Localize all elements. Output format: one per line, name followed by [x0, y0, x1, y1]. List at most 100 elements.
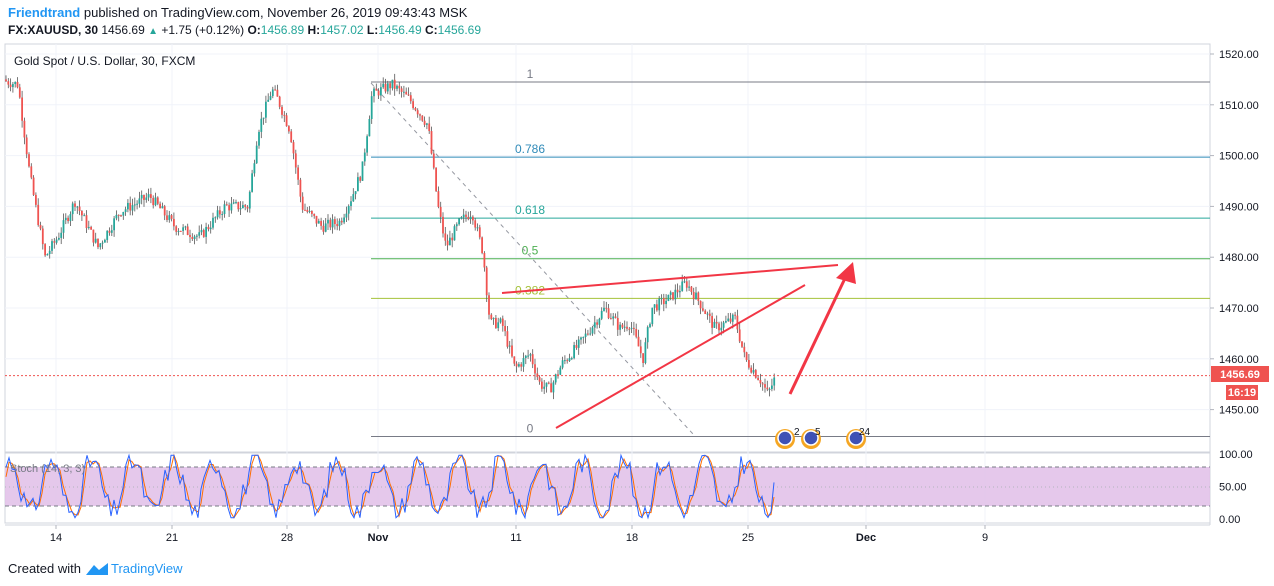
event-marker-us[interactable]: 24 [846, 427, 871, 449]
low-label: L: [366, 23, 379, 37]
candle-body [41, 228, 44, 245]
candle-body [5, 79, 7, 82]
candle-body [722, 322, 725, 328]
candle-body [304, 209, 306, 211]
candle-body [605, 307, 608, 309]
candle-body [472, 216, 474, 221]
candle-body [147, 194, 150, 198]
candle-body [660, 298, 663, 300]
candle-body [306, 209, 309, 212]
candle-body [409, 95, 412, 102]
wedge-lower-line[interactable] [555, 284, 806, 429]
candle-body [221, 214, 224, 216]
event-marker-us[interactable]: 2 [775, 427, 800, 449]
wedge-drawing[interactable] [501, 262, 856, 429]
candle-body [672, 292, 674, 300]
candle-body [131, 205, 134, 211]
up-arrow-icon: ▲ [148, 26, 159, 37]
candle-body [731, 314, 734, 322]
candle-body [189, 234, 191, 237]
event-marker-us[interactable]: 5 [801, 427, 821, 449]
candle-body [117, 214, 120, 216]
countdown-tag [1226, 385, 1258, 400]
candle-body [106, 230, 109, 240]
flag-disc [803, 430, 819, 446]
candle-body [122, 211, 125, 216]
candle-body [669, 292, 672, 295]
candle-body [488, 295, 490, 315]
candle-body [276, 89, 279, 97]
candle-body [621, 324, 624, 328]
candle-body [423, 120, 426, 125]
candle-body [253, 163, 256, 174]
candle-body [485, 267, 488, 296]
candle-body [743, 346, 746, 353]
candle-body [706, 313, 709, 315]
high-label: H: [307, 23, 321, 37]
candle-body [373, 88, 375, 97]
candle-body [359, 177, 362, 181]
candlestick-series [5, 73, 776, 400]
candle-body [644, 342, 647, 363]
candle-body [239, 208, 242, 210]
candle-body [573, 345, 575, 359]
candle-body [761, 383, 764, 385]
candle-body [628, 328, 631, 330]
candle-body [591, 327, 594, 334]
author-name[interactable]: Friendtrand [8, 5, 81, 20]
candle-body [368, 119, 371, 137]
countdown-tag-text: 16:19 [1228, 387, 1256, 399]
candle-body [219, 210, 221, 215]
candle-body [738, 329, 741, 342]
candle-body [541, 381, 543, 389]
time-tick-label: 14 [50, 532, 62, 544]
candle-body [67, 217, 69, 222]
tradingview-link[interactable]: TradingView [110, 561, 183, 576]
candle-body [462, 214, 465, 218]
candle-body [25, 137, 28, 155]
last-price-tag [1211, 366, 1269, 382]
candle-body [676, 289, 679, 293]
candle-body [136, 203, 138, 205]
candle-body [630, 327, 633, 329]
price-axis[interactable]: 1520.00 1510.00 1500.00 1490.00 1480.00 1470.… [1210, 49, 1259, 417]
candle-body [766, 387, 769, 390]
candle-body [414, 108, 417, 111]
candle-body [104, 239, 106, 243]
candle-body [193, 236, 196, 240]
candle-body [547, 382, 550, 384]
oscillator-label: Stoch (14, 3, 3) [10, 463, 85, 475]
time-axis[interactable]: 14 21 28 Nov 11 18 25 Dec 9 [50, 525, 988, 544]
economic-events[interactable]: 2 5 24 [775, 427, 871, 449]
wedge-upper-line[interactable] [501, 264, 839, 294]
candle-body [396, 85, 398, 89]
candle-body [216, 210, 219, 218]
candle-body [347, 206, 350, 214]
candle-body [748, 359, 750, 368]
candle-body [363, 152, 366, 162]
candle-body [649, 324, 651, 328]
candle-body [575, 345, 578, 348]
forecast-arrowhead [836, 262, 856, 284]
candle-body [504, 325, 506, 332]
candle-body [258, 131, 260, 146]
candle-body [600, 310, 603, 319]
candle-body [214, 217, 217, 219]
candle-body [642, 353, 644, 363]
candle-body [110, 230, 113, 233]
candle-body [179, 230, 182, 232]
candle-body [725, 320, 727, 323]
candle-body [329, 219, 332, 228]
candle-body [90, 226, 92, 230]
candle-body [518, 364, 520, 367]
candle-body [704, 310, 707, 315]
candle-body [633, 327, 635, 330]
osc-tick-label: 100.00 [1219, 449, 1253, 461]
candle-body [357, 177, 359, 192]
candle-body [623, 326, 626, 328]
candle-body [559, 367, 562, 375]
forecast-arrow[interactable] [788, 271, 850, 395]
candle-body [85, 215, 88, 229]
